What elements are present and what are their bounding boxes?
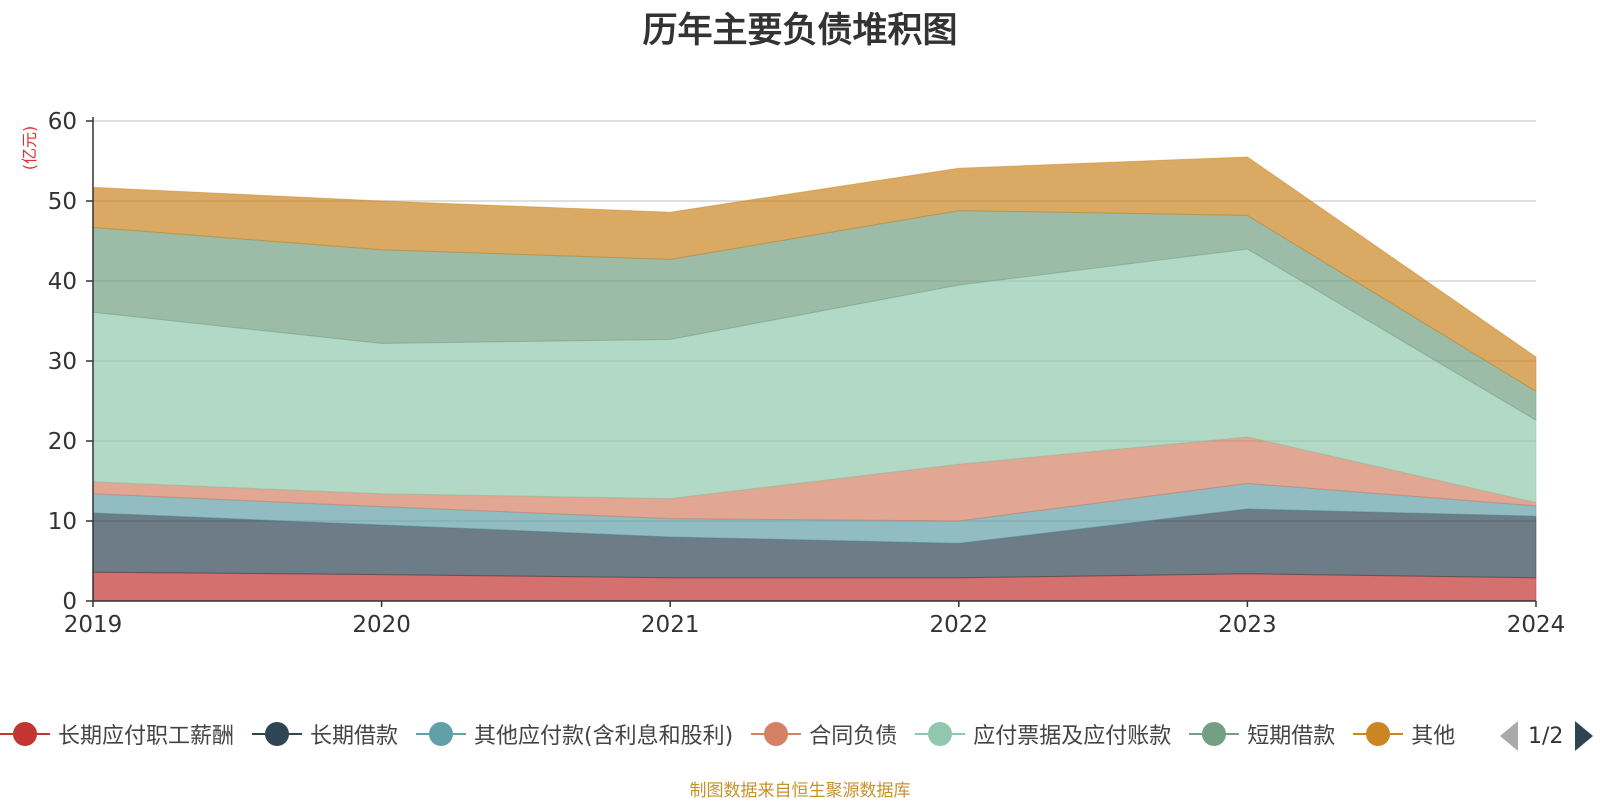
area-series (92, 156, 1537, 393)
x-tick-label: 2019 (64, 612, 123, 638)
x-tick-label: 2023 (1218, 612, 1277, 638)
y-tick-label: 10 (48, 509, 77, 535)
legend-page-indicator: 1/2 (1528, 723, 1564, 749)
legend-item[interactable]: 应付票据及应付账款 (915, 713, 1171, 755)
y-tick-label: 20 (48, 429, 77, 455)
legend-label: 短期借款 (1247, 724, 1336, 749)
legend-dot-icon (13, 722, 37, 746)
legend-pager: 1/2 (1500, 716, 1594, 756)
legend-dot-icon (928, 722, 953, 746)
y-axis-unit: (亿元) (18, 118, 39, 178)
y-axis-unit-label: (亿元) (20, 125, 39, 171)
triangle-right-icon[interactable] (1575, 721, 1594, 751)
legend-dot-icon (429, 722, 454, 746)
legend: 长期应付职工薪酬 长期借款 其他应付款(含利息和股利) 合同负债 应付票据及应付账款 短期… (0, 713, 1472, 755)
legend-label: 长期应付职工薪酬 (58, 724, 235, 749)
legend-dot-icon (1202, 722, 1227, 746)
legend-dot-icon (265, 722, 290, 746)
legend-label: 长期借款 (310, 724, 399, 749)
axes: 0 10 20 30 40 50 60 2019 2020 2021 2022 2023 2024 (48, 109, 1566, 638)
x-tick-label: 2021 (641, 612, 700, 638)
legend-label: 其他 (1411, 724, 1456, 749)
triangle-left-icon[interactable] (1500, 721, 1518, 751)
legend-label: 应付票据及应付账款 (973, 724, 1172, 749)
legend-marker-icon (1189, 722, 1240, 746)
legend-item[interactable]: 短期借款 (1189, 713, 1335, 755)
legend-dot-icon (1366, 722, 1391, 746)
legend-label: 其他应付款(含利息和股利) (474, 724, 734, 749)
y-tick-label: 30 (48, 349, 77, 375)
legend-item[interactable]: 长期应付职工薪酬 (0, 713, 234, 755)
y-tick-label: 40 (48, 269, 77, 295)
legend-marker-icon (252, 722, 303, 746)
legend-marker-icon (1353, 722, 1404, 746)
x-tick-label: 2020 (352, 612, 411, 638)
data-source-note: 制图数据来自恒生聚源数据库 (689, 781, 911, 801)
legend-marker-icon (915, 722, 966, 746)
legend-marker-icon (416, 722, 467, 746)
legend-item[interactable]: 长期借款 (252, 713, 398, 755)
x-tick-label: 2022 (930, 612, 989, 638)
x-tick-label: 2024 (1507, 612, 1566, 638)
y-tick-label: 60 (48, 109, 77, 135)
legend-item[interactable]: 其他 (1353, 713, 1455, 755)
y-tick-label: 0 (62, 589, 77, 615)
area-series-group (92, 156, 1537, 602)
y-tick-label: 50 (48, 189, 77, 215)
legend-label: 合同负债 (809, 724, 898, 749)
legend-item[interactable]: 其他应付款(含利息和股利) (416, 713, 733, 755)
legend-marker-icon (751, 722, 802, 746)
legend-marker-icon (0, 722, 50, 746)
legend-dot-icon (764, 722, 789, 746)
legend-item[interactable]: 合同负债 (751, 713, 897, 755)
chart-title: 历年主要负债堆积图 (642, 11, 958, 51)
